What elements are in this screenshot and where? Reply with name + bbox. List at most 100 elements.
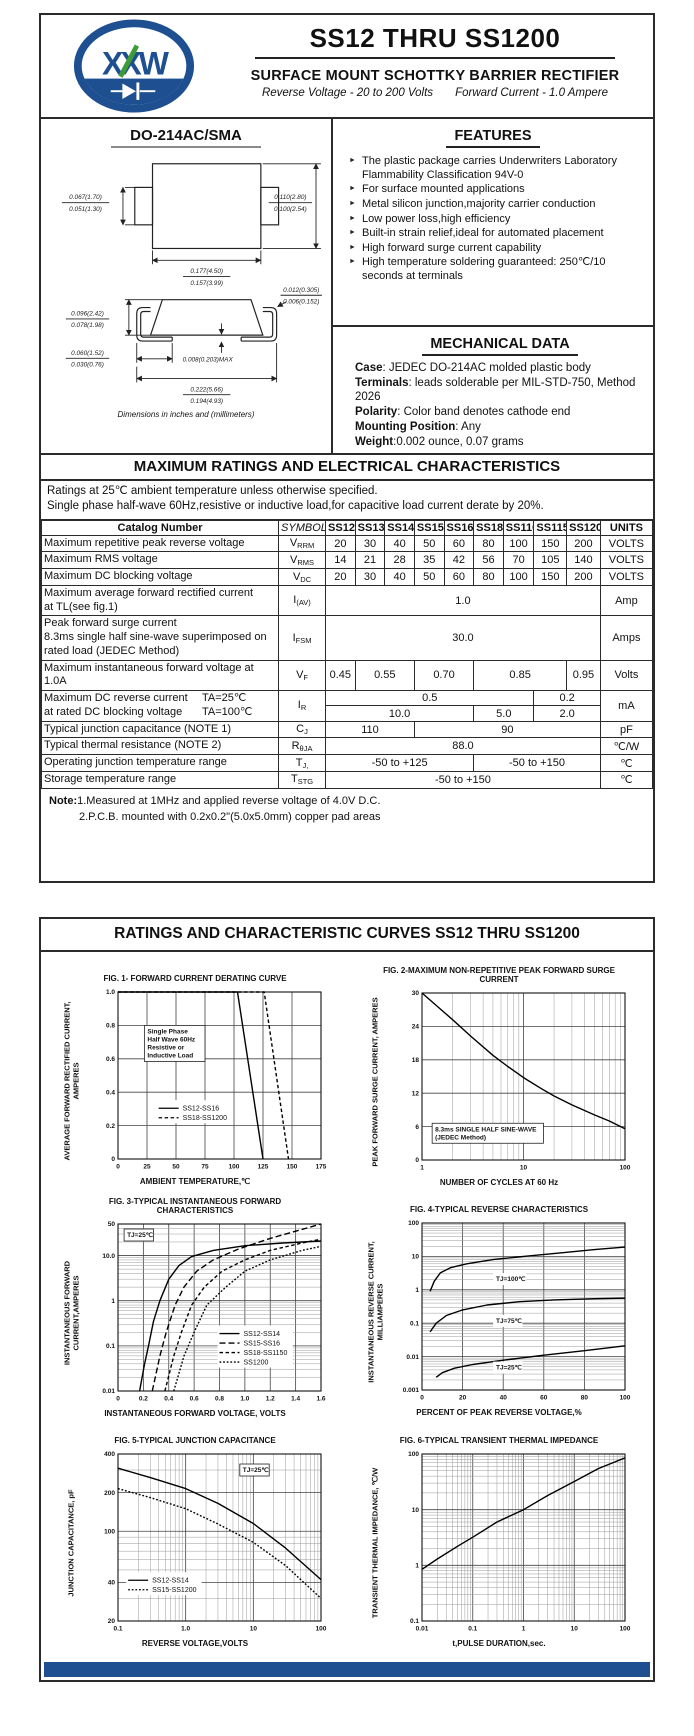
symbol-cell: IR (278, 690, 327, 722)
curve-SS15-SS1200 (117, 1487, 322, 1599)
svg-text:40: 40 (108, 1580, 116, 1587)
figure-title-fig6: FIG. 6-TYPICAL TRANSIENT THERMAL IMPEDAN… (399, 1436, 599, 1446)
units-cell: VOLTS (599, 534, 654, 553)
svg-text:6: 6 (415, 1124, 419, 1131)
svg-text:1: 1 (415, 1563, 419, 1570)
figure-ylabel-fig2: PEAK FORWARD SURGE CURRENT, AMPERES (364, 996, 388, 1168)
row-label-line: Typical junction capacitance (NOTE 1) (44, 722, 232, 735)
svg-text:1: 1 (111, 1298, 115, 1305)
plot-annotation: TJ=25℃ (243, 1466, 270, 1474)
table-row: Maximum repetitive peak reverse voltage V… (40, 534, 654, 553)
feature-bullet-icon: ► (349, 199, 356, 207)
svg-text:10.0: 10.0 (102, 1253, 115, 1260)
legend-label: SS18-SS1200 (183, 1115, 227, 1122)
curve-SS15-SS16 (151, 1223, 322, 1392)
svg-text:1: 1 (522, 1626, 526, 1633)
svg-text:0.01: 0.01 (416, 1626, 429, 1633)
curve-SS12-SS14 (117, 1467, 322, 1581)
row-label-line: Operating junction temperature range (44, 756, 227, 769)
svg-text:100: 100 (620, 1626, 631, 1633)
figure-title-fig1: FIG. 1- FORWARD CURRENT DERATING CURVE (103, 974, 287, 984)
value-cell: 5.0 (473, 705, 535, 722)
svg-text:0.1: 0.1 (106, 1343, 115, 1350)
features-heading: FEATURES (333, 128, 653, 148)
svg-text:10: 10 (412, 1507, 420, 1514)
svg-text:1: 1 (415, 1287, 419, 1294)
header: XXW SS12 THRU SS1200 SURFACE MOUNT SCHOT… (41, 15, 653, 119)
row-label-line: 8.3ms single half sine-wave superimposed… (44, 631, 267, 644)
figure-ylabel-fig1: AVERAGE FORWARD RECTIFIED CURRENT, AMPER… (60, 995, 84, 1167)
units-cell: ℃/W (599, 737, 654, 756)
symbol-cell: VRRM (278, 534, 327, 553)
svg-text:0.222(5.66): 0.222(5.66) (190, 386, 223, 393)
symbol-subscript: FSM (295, 635, 312, 645)
figure-ylabel-fig3: INSTANTANEOUS FORWARD CURRENT,AMPERES (60, 1227, 84, 1399)
table-header-row: Catalog NumberSYMBOLSSS12SS13SS14SS15SS1… (40, 519, 654, 536)
mechanical-item-label: Case (355, 362, 383, 374)
value-cell: 0.5 (325, 690, 535, 707)
value-cell: 150 (533, 568, 568, 586)
value-cell: 42 (443, 551, 475, 570)
row-label-line: Peak forward surge current (44, 617, 177, 630)
symbol-subscript: STG (297, 777, 314, 787)
figure-xlabel-fig5: REVERSE VOLTAGE,VOLTS (141, 1639, 249, 1649)
figure-ylabel-text: JUNCTION CAPACITANCE, pF (66, 1489, 76, 1597)
table-row: Maximum DC blocking voltage VDC 20 30 40 50 60… (40, 568, 654, 586)
svg-text:125: 125 (258, 1163, 269, 1170)
svg-text:1.0: 1.0 (181, 1626, 190, 1633)
value-cell: 14 (325, 551, 356, 570)
feature-text: The plastic package carries Underwriters… (362, 155, 617, 181)
plot-annotation: Resistive or (147, 1044, 184, 1051)
mechanical-section: MECHANICAL DATA Case: JEDEC DO-214AC mol… (333, 325, 653, 453)
figure-body-fig3: INSTANTANEOUS FORWARD CURRENT,AMPERES 0 0.… (60, 1218, 330, 1408)
value-cell: 40 (384, 534, 415, 553)
svg-text:0: 0 (415, 1157, 419, 1164)
value-cell: 30 (354, 534, 386, 553)
svg-text:1.0: 1.0 (106, 989, 115, 996)
part-header: SS110 (502, 519, 535, 536)
plot-annotation: Single Phase (147, 1028, 188, 1035)
table-row: 10.0 5.0 2.0 (42, 705, 653, 722)
table-row: Typical thermal resistance (NOTE 2) RθJA 8… (40, 737, 654, 756)
legend-label: SS15-SS16 (244, 1340, 281, 1347)
part-header: SS13 (354, 519, 386, 536)
part-header: SS15 (413, 519, 445, 536)
value-cell: 50 (413, 568, 445, 586)
row-label-cell: Maximum repetitive peak reverse voltage (40, 534, 280, 553)
row-label-line: Storage temperature range (44, 772, 177, 785)
svg-text:0.6: 0.6 (106, 1056, 115, 1063)
svg-text:0.051(1.30): 0.051(1.30) (69, 206, 102, 213)
value-cell: 88.0 (325, 737, 601, 756)
part-header: SS16 (443, 519, 475, 536)
mechanical-item-label: Weight (355, 435, 394, 448)
figure-plot-fig5: 0.1 1.0 10 100 20 40 100 200 400 SS12-SS14 SS15-SS… (104, 1451, 327, 1633)
value-cell: 0.45 (325, 659, 356, 692)
package-drawing: 0.067(1.70) 0.051(1.30) 0.110(2.80) 0.10… (61, 163, 322, 405)
part-header: SS14 (384, 519, 415, 536)
figure-title-fig3: FIG. 3-TYPICAL INSTANTANEOUS FORWARD CHA… (108, 1196, 282, 1216)
svg-text:10: 10 (571, 1626, 579, 1633)
value-cell: 0.70 (413, 659, 475, 692)
svg-text:25: 25 (143, 1163, 151, 1170)
doc-tagline: Reverse Voltage - 20 to 200 Volts Forward… (227, 87, 643, 99)
value-cell: 60 (443, 534, 475, 553)
value-cell: 30.0 (325, 615, 601, 661)
value-cell: 105 (533, 551, 568, 570)
curve-TJ=75℃ (429, 1297, 626, 1333)
package-heading: DO-214AC/SMA (130, 127, 242, 144)
legend-label: SS1200 (244, 1359, 269, 1366)
symbol-cell: VDC (278, 568, 327, 586)
svg-text:0.1: 0.1 (410, 1618, 419, 1625)
legend-label: SS15-SS1200 (152, 1587, 196, 1594)
svg-text:75: 75 (201, 1163, 209, 1170)
svg-text:0: 0 (420, 1394, 424, 1401)
table-row: Maximum average forward rectified curren… (40, 584, 654, 617)
figure-title-fig4: FIG. 4-TYPICAL REVERSE CHARACTERISTICS (409, 1205, 589, 1215)
figure-plot-fig1: 0 25 50 75 100 125 150 175 0 0.2 0.4 0.6 0.8 1.0 SS12-… (106, 989, 327, 1170)
figure-body-fig2: PEAK FORWARD SURGE CURRENT, AMPERES 1 10 10… (364, 987, 634, 1177)
plot-annotation: 8.3ms SINGLE HALF SINE-WAVE (435, 1126, 537, 1133)
value-cell: 2.0 (533, 705, 601, 722)
logo-text: XXW (102, 46, 170, 82)
svg-text:100: 100 (408, 1451, 419, 1458)
